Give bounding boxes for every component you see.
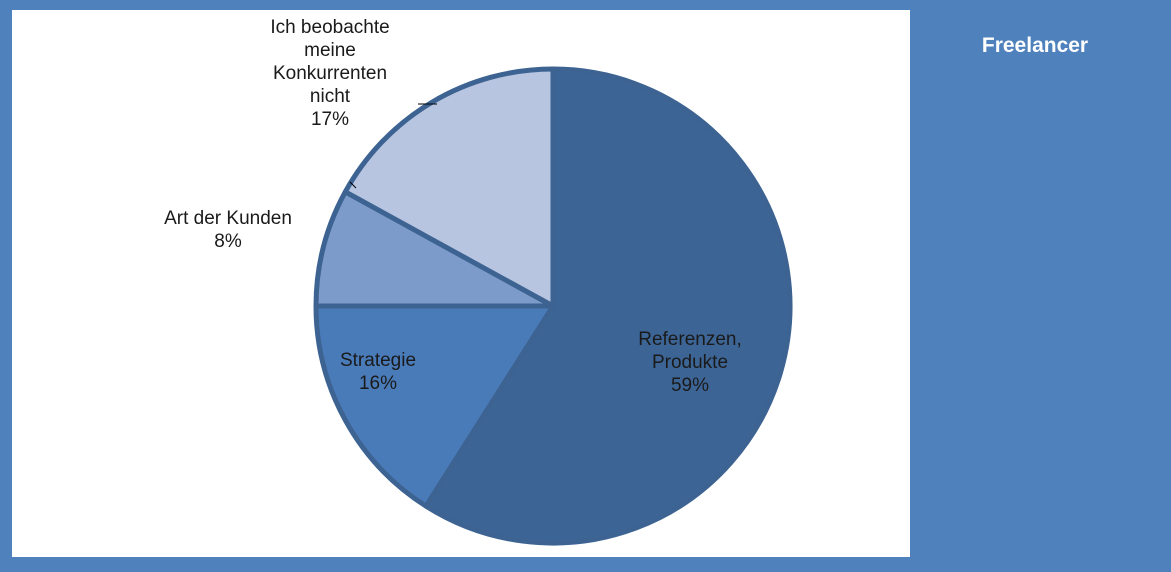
pie-slice (423, 66, 793, 546)
slice-label: Ich beobachte meine Konkurrenten nicht (270, 17, 389, 107)
panel-title: Freelancer (982, 34, 1088, 57)
leader-line (349, 181, 357, 189)
pie-slice (313, 189, 556, 309)
slice-label: Strategie (340, 350, 416, 371)
value-label: 16% (359, 373, 397, 394)
value-label: 59% (671, 375, 709, 396)
value-label: 17% (311, 109, 349, 130)
pie-slice (342, 66, 556, 309)
value-label: 8% (214, 231, 242, 252)
slice-label: Art der Kunden (164, 208, 292, 229)
slice-label: Referenzen, Produkte (638, 329, 742, 373)
pie-slice (313, 303, 556, 509)
